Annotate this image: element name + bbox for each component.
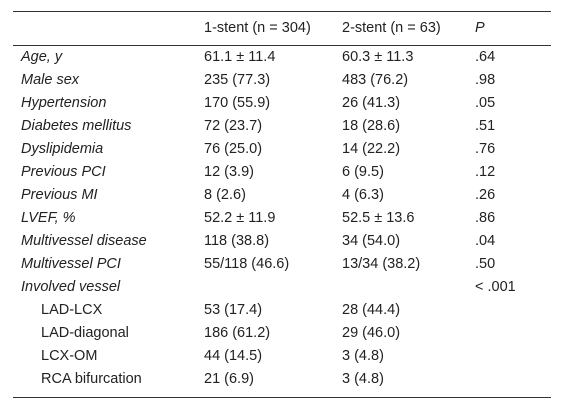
- table-row: Age, y 61.1 ± 11.4 60.3 ± 11.3 .64: [13, 46, 551, 69]
- one-stent-value: 186 (61.2): [204, 325, 271, 341]
- row-label: Diabetes mellitus: [21, 118, 132, 134]
- two-stent-value: 28 (44.4): [342, 302, 401, 318]
- table-row: LVEF, % 52.2 ± 11.9 52.5 ± 13.6 .86: [13, 207, 551, 230]
- table-row: Male sex 235 (77.3) 483 (76.2) .98: [13, 69, 551, 92]
- row-label: Previous PCI: [21, 164, 106, 180]
- one-stent-value: 72 (23.7): [204, 118, 263, 134]
- p-value: .51: [475, 118, 496, 134]
- one-stent-value: 55/118 (46.6): [204, 256, 290, 272]
- row-label: Multivessel disease: [21, 233, 147, 249]
- row-label: LAD-LCX: [41, 302, 103, 318]
- table-row: LAD-diagonal 186 (61.2) 29 (46.0): [13, 322, 551, 345]
- table-row: Multivessel PCI 55/118 (46.6) 13/34 (38.…: [13, 253, 551, 276]
- p-value: .50: [475, 256, 496, 272]
- two-stent-value: 60.3 ± 11.3: [342, 49, 414, 65]
- header-one-stent: 1-stent (n = 304): [204, 20, 311, 36]
- two-stent-value: 14 (22.2): [342, 141, 401, 157]
- one-stent-value: 235 (77.3): [204, 72, 271, 88]
- one-stent-value: 118 (38.8): [204, 233, 270, 249]
- baseline-characteristics-table: 1-stent (n = 304) 2-stent (n = 63) P Age…: [13, 11, 551, 398]
- one-stent-value: 21 (6.9): [204, 371, 254, 387]
- row-label: Multivessel PCI: [21, 256, 121, 272]
- table-row: Diabetes mellitus 72 (23.7) 18 (28.6) .5…: [13, 115, 551, 138]
- one-stent-value: 53 (17.4): [204, 302, 263, 318]
- table-row: Multivessel disease 118 (38.8) 34 (54.0)…: [13, 230, 551, 253]
- two-stent-value: 6 (9.5): [342, 164, 384, 180]
- table-row: RCA bifurcation 21 (6.9) 3 (4.8): [13, 368, 551, 391]
- row-label: Age, y: [21, 49, 63, 65]
- p-value: < .001: [475, 279, 516, 295]
- p-value: .76: [475, 141, 496, 157]
- table-body: Age, y 61.1 ± 11.4 60.3 ± 11.3 .64 Male …: [13, 46, 551, 397]
- table-row: LAD-LCX 53 (17.4) 28 (44.4): [13, 299, 551, 322]
- p-value: .05: [475, 95, 496, 111]
- table-row: Hypertension 170 (55.9) 26 (41.3) .05: [13, 92, 551, 115]
- p-value: .98: [475, 72, 496, 88]
- row-label: Hypertension: [21, 95, 107, 111]
- one-stent-value: 76 (25.0): [204, 141, 263, 157]
- one-stent-value: 61.1 ± 11.4: [204, 49, 276, 65]
- p-value: .26: [475, 187, 496, 203]
- two-stent-value: 52.5 ± 13.6: [342, 210, 415, 226]
- two-stent-value: 4 (6.3): [342, 187, 384, 203]
- table-row: Previous PCI 12 (3.9) 6 (9.5) .12: [13, 161, 551, 184]
- row-label: LAD-diagonal: [41, 325, 129, 341]
- two-stent-value: 3 (4.8): [342, 348, 384, 364]
- p-value: .86: [475, 210, 496, 226]
- table-row: Dyslipidemia 76 (25.0) 14 (22.2) .76: [13, 138, 551, 161]
- row-label: Involved vessel: [21, 279, 121, 295]
- one-stent-value: 170 (55.9): [204, 95, 271, 111]
- row-label: Dyslipidemia: [21, 141, 104, 157]
- row-label: LCX-OM: [41, 348, 98, 364]
- two-stent-value: 18 (28.6): [342, 118, 401, 134]
- two-stent-value: 3 (4.8): [342, 371, 384, 387]
- table-row: Previous MI 8 (2.6) 4 (6.3) .26: [13, 184, 551, 207]
- table-header-row: 1-stent (n = 304) 2-stent (n = 63) P: [13, 12, 551, 46]
- table-row: LCX-OM 44 (14.5) 3 (4.8): [13, 345, 551, 368]
- two-stent-value: 34 (54.0): [342, 233, 401, 249]
- row-label: Male sex: [21, 72, 80, 88]
- header-p-value: P: [475, 20, 485, 36]
- header-two-stent: 2-stent (n = 63): [342, 20, 441, 36]
- p-value: .12: [475, 164, 496, 180]
- two-stent-value: 26 (41.3): [342, 95, 401, 111]
- p-value: .04: [475, 233, 496, 249]
- row-label: RCA bifurcation: [41, 371, 142, 387]
- one-stent-value: 44 (14.5): [204, 348, 263, 364]
- row-label: LVEF, %: [21, 210, 76, 226]
- table-row: Involved vessel < .001: [13, 276, 551, 299]
- one-stent-value: 12 (3.9): [204, 164, 254, 180]
- one-stent-value: 52.2 ± 11.9: [204, 210, 276, 226]
- p-value: .64: [475, 49, 496, 65]
- one-stent-value: 8 (2.6): [204, 187, 246, 203]
- two-stent-value: 13/34 (38.2): [342, 256, 421, 272]
- two-stent-value: 483 (76.2): [342, 72, 409, 88]
- two-stent-value: 29 (46.0): [342, 325, 401, 341]
- row-label: Previous MI: [21, 187, 98, 203]
